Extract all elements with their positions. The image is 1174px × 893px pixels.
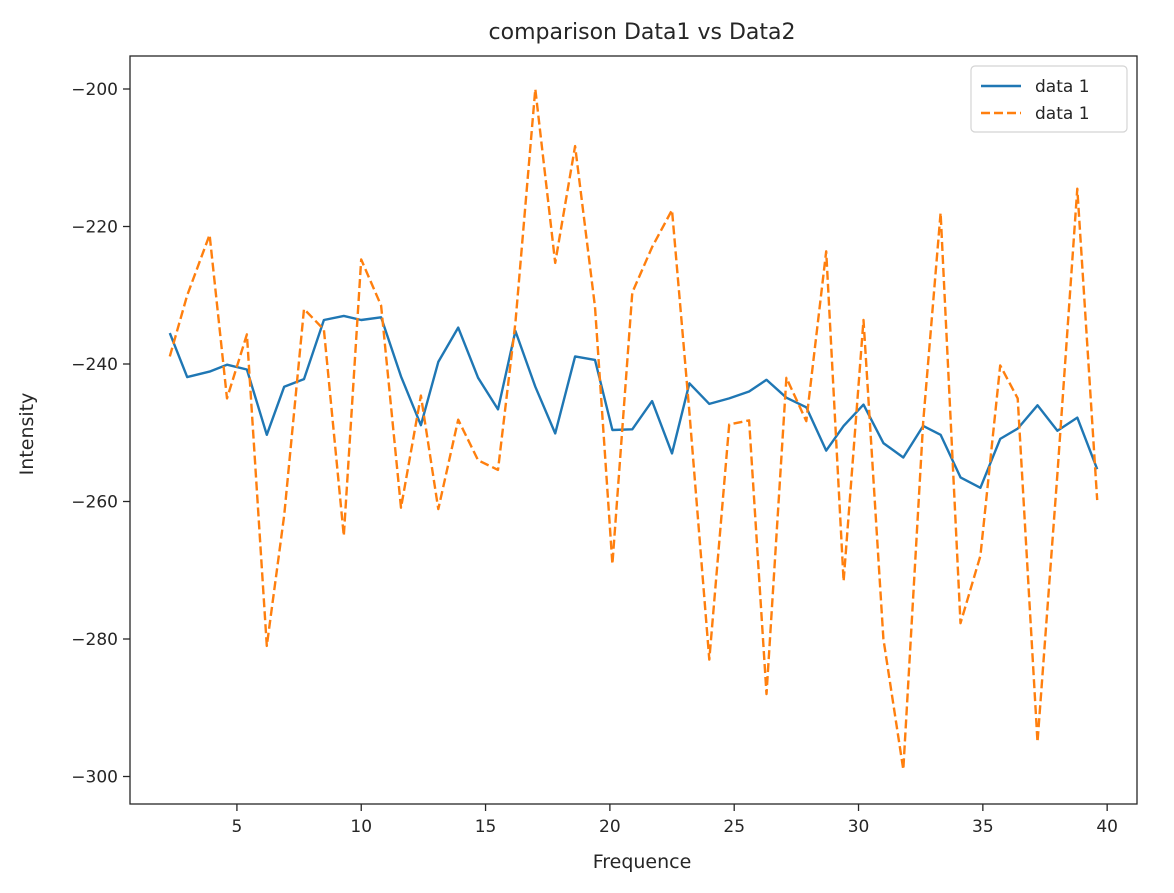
x-tick-label: 15	[475, 817, 497, 837]
legend-label: data 1	[1035, 77, 1090, 97]
x-axis-ticks: 5 10 15 20 25 30 35 40	[232, 804, 1118, 837]
x-tick-label: 30	[848, 817, 870, 837]
y-tick-label: −240	[71, 355, 118, 375]
axes-frame	[129, 55, 1138, 805]
y-tick-label: −300	[71, 768, 118, 788]
x-axis-label: Frequence	[593, 851, 692, 873]
plot-area	[168, 87, 1099, 771]
chart-title: comparison Data1 vs Data2	[489, 20, 796, 45]
y-axis-label: Intensity	[16, 393, 38, 476]
y-tick-label: −280	[71, 630, 118, 650]
y-tick-label: −200	[71, 80, 118, 100]
legend-label: data 1	[1035, 104, 1090, 124]
legend: data 1 data 1	[970, 65, 1128, 133]
y-tick-label: −220	[71, 218, 118, 238]
y-tick-label: −260	[71, 493, 118, 513]
x-tick-label: 40	[1096, 817, 1118, 837]
series-line-1	[168, 314, 1099, 489]
x-tick-label: 35	[972, 817, 994, 837]
x-tick-label: 5	[232, 817, 243, 837]
x-tick-label: 20	[599, 817, 621, 837]
x-tick-label: 25	[723, 817, 745, 837]
x-tick-label: 10	[350, 817, 372, 837]
legend-box	[970, 65, 1128, 133]
y-axis-ticks: −200 −220 −240 −260 −280 −300	[71, 80, 130, 788]
